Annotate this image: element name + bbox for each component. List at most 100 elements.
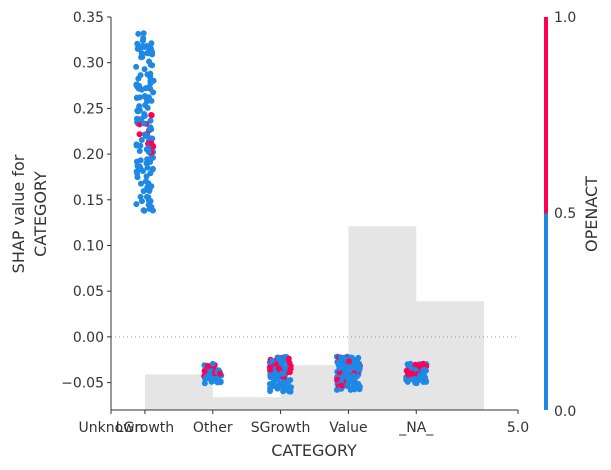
histogram-bar-0 [144,374,213,410]
point-LGrowth [137,165,144,172]
y-tick-label: 0.05 [73,284,104,300]
x-tick-label: 5.0 [507,420,529,436]
point-LGrowth [141,66,148,73]
colorbar-tick-high: 1.0 [554,10,576,26]
point-SGrowth [280,379,287,386]
x-tick-label: SGrowth [251,420,311,436]
point-_NA_ [419,360,426,367]
point-LGrowth [136,121,143,128]
point-LGrowth [133,158,140,165]
point-LGrowth [141,207,148,214]
point-Value [348,378,355,385]
point-LGrowth [133,63,140,70]
point-_NA_ [411,375,418,382]
y-tick-label: 0.10 [73,238,104,254]
point-Other [217,378,224,385]
point-LGrowth [138,137,145,144]
point-LGrowth [140,30,147,37]
point-LGrowth [133,141,140,148]
point-LGrowth [148,46,155,53]
point-Value [343,382,350,389]
point-LGrowth [147,117,154,124]
point-Value [355,354,362,361]
point-Value [338,374,345,381]
point-SGrowth [285,379,292,386]
x-tick-label: Value [329,420,367,436]
point-Other [209,360,216,367]
point-LGrowth [137,180,144,187]
point-LGrowth [148,40,155,47]
point-LGrowth [147,61,154,68]
point-LGrowth [142,178,149,185]
point-Value [336,365,343,372]
point-LGrowth [144,132,151,139]
point-LGrowth [135,108,142,115]
point-Other [217,370,224,377]
point-Value [337,359,344,366]
point-LGrowth [137,193,144,200]
point-Value [346,358,353,365]
point-SGrowth [287,365,294,372]
point-Value [351,386,358,393]
point-LGrowth [138,54,145,61]
point-LGrowth [143,85,150,92]
point-Other [204,373,211,380]
point-LGrowth [141,120,148,127]
point-LGrowth [135,116,142,123]
point-LGrowth [135,30,142,37]
x-tick-label: _NA_ [398,420,434,436]
point-_NA_ [405,376,412,383]
point-LGrowth [133,95,140,102]
colorbar-tick-mid: 0.5 [554,206,576,222]
point-LGrowth [136,147,143,154]
point-SGrowth [279,384,286,391]
y-tick-label: 0.15 [73,193,104,209]
colorbar [544,17,548,410]
point-_NA_ [409,370,416,377]
point-Other [201,368,208,375]
point-LGrowth [137,43,144,50]
point-SGrowth [284,384,291,391]
x-tick-label: Other [193,420,233,436]
point-LGrowth [143,94,150,101]
y-tick-label: 0.25 [73,101,104,117]
point-LGrowth [144,104,151,111]
y-ticks: 0.35 0.30 0.25 0.20 0.15 0.10 0.05 0.00 −0.05 [61,10,111,392]
point-LGrowth [147,170,154,177]
y-axis-title-line-2: CATEGORY [31,171,50,257]
point-LGrowth [144,49,151,56]
y-tick-label: −0.05 [61,376,104,392]
point-LGrowth [148,155,155,162]
x-tick-label: LGrowth [116,420,174,436]
histogram-layer [144,226,485,410]
point-LGrowth [147,197,154,204]
point-_NA_ [406,362,413,369]
histogram-bar-1 [212,397,281,410]
point-SGrowth [267,382,274,389]
point-LGrowth [136,131,143,138]
point-Value [350,372,357,379]
point-LGrowth [146,187,153,194]
point-LGrowth [133,201,140,208]
point-SGrowth [275,365,282,372]
y-axis-title-line-1: SHAP value for [9,154,28,273]
point-_NA_ [423,378,430,385]
point-SGrowth [279,358,286,365]
point-SGrowth [269,357,276,364]
point-Value [356,385,363,392]
point-LGrowth [148,140,155,147]
point-LGrowth [148,112,155,119]
scatter-points-layer [133,30,430,395]
point-LGrowth [133,81,140,88]
point-Value [337,354,344,361]
point-SGrowth [275,354,282,361]
y-tick-label: 0.00 [73,330,104,346]
y-tick-label: 0.35 [73,10,104,26]
point-SGrowth [285,355,292,362]
point-LGrowth [148,183,155,190]
point-Value [338,382,345,389]
point-LGrowth [146,126,153,133]
point-LGrowth [147,80,154,87]
